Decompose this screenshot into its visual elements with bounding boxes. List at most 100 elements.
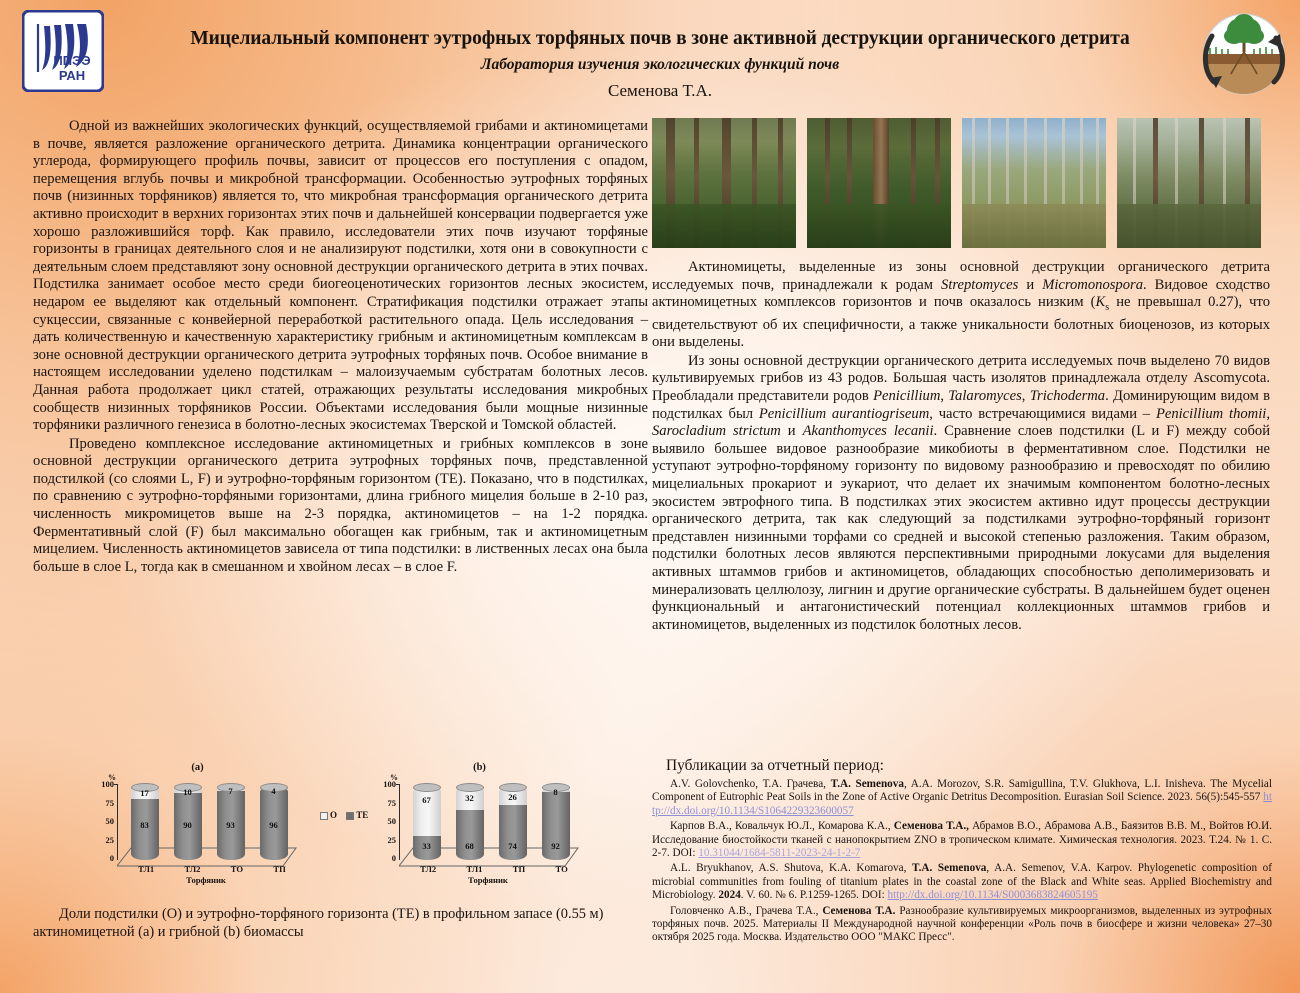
chart-caption: Доли подстилки (О) и эутрофно-торфяного …: [33, 906, 604, 940]
publication-item: A.V. Golovchenko, Т.А. Грачева, T.A. Sem…: [652, 778, 1272, 818]
ks-subscript: s: [1105, 302, 1110, 314]
rp1d: не превышал 0.27), что свидетельствуют о…: [652, 294, 1271, 351]
chart-a-value-te-2: 93: [226, 820, 235, 831]
chart-a-ytick-0: 0: [109, 853, 114, 863]
logo-left-line2: РАН: [59, 68, 85, 83]
chart-a-ytick-25: 25: [105, 834, 115, 845]
chart-b-value-te-3: 92: [551, 840, 560, 851]
pub3-author-bold: Семенова Т.А.: [822, 904, 896, 917]
chart-a-bars: 17 83 10 90 7 93: [123, 783, 295, 860]
species-sarocladium-strictum: Sarocladium strictum: [652, 423, 781, 440]
ipee-ran-logo: ИПЭЭ РАН: [21, 9, 105, 93]
chart-a-value-te-0: 83: [140, 820, 149, 831]
pub2-b: , A.A. Semenov, V.A. Karpov. Phylogeneti…: [652, 862, 1272, 902]
bar-group: 7 93: [216, 783, 245, 860]
legend-swatch-te: [346, 811, 355, 820]
pub3-b: Разнообразие культивируемых микроорганиз…: [652, 904, 1272, 944]
chart-legend: O TE: [320, 810, 368, 820]
pub2-author-bold: T.A. Semenova: [912, 862, 987, 875]
chart-b-cat-0: ТЛ2: [420, 864, 437, 874]
genus-penicillium: Penicillium: [873, 388, 941, 405]
actinomycetes-paragraph: Актиномицеты, выделенные из зоны основно…: [652, 259, 1270, 352]
rp1b: и: [1018, 276, 1043, 293]
intro-paragraph: Одной из важнейших экологических функций…: [33, 118, 648, 434]
forest-photo-3: [962, 118, 1106, 248]
forest-photo-4: [1117, 118, 1261, 248]
chart-a-value-o-1: 10: [183, 787, 192, 797]
pub2-doi-link[interactable]: http://dx.doi.org/10.1134/S0003683824605…: [887, 889, 1098, 902]
publications-heading: Публикации за отчетный период:: [666, 757, 884, 774]
left-column: Одной из важнейших экологических функций…: [33, 118, 648, 576]
legend-swatch-o: [320, 811, 328, 820]
chart-b-floor: [399, 846, 579, 868]
chart-a-value-o-2: 7: [228, 786, 233, 796]
pub2-a: A.L. Bryukhanov, A.S. Shutova, K.A. Koma…: [670, 862, 912, 875]
chart-b-ytick-75: 75: [387, 797, 397, 808]
chart-b-xlabel: Торфяник: [468, 875, 508, 885]
title-block: Мицелиальный компонент эутрофных торфяны…: [130, 28, 1190, 101]
chart-a-xlabels: ТЛ1 ТЛ2 ТО ТП: [123, 864, 301, 874]
photo-strip: [652, 118, 1270, 248]
pub0-doi-link[interactable]: http://dx.doi.org/10.1134/S1064229323600…: [652, 791, 1272, 817]
publication-item: Головченко А.В., Грачева Т.А., Семенова …: [652, 905, 1272, 945]
chart-a-title: (a): [191, 762, 204, 773]
rp1a: Актиномицеты, выделенные из зоны основно…: [652, 259, 1270, 293]
chart-b-value-te-2: 74: [508, 840, 517, 851]
chart-a-value-o-3: 4: [271, 786, 276, 796]
genus-trichoderma: Trichoderma: [1029, 388, 1106, 405]
ks-symbol: K: [1095, 294, 1106, 311]
rp1c: . Видовое сходство актиномицетных компле…: [652, 276, 1270, 311]
genus-talaromyces: Talaromyces: [948, 388, 1022, 405]
chart-b-ytick-100: 100: [383, 779, 396, 789]
bar-group: 32 68: [455, 783, 484, 860]
pub0-a: A.V. Golovchenko, Т.А. Грачева,: [670, 778, 831, 790]
bar-group: 17 83: [130, 783, 159, 860]
chart-a-axis-line: [112, 784, 119, 860]
methods-paragraph: Проведено комплексное исследование актин…: [33, 435, 648, 575]
rp2c: , часто встречающимися видами –: [929, 405, 1156, 422]
forest-photo-1: [652, 118, 796, 248]
chart-b-title: (b): [473, 762, 486, 773]
laboratory-subtitle: Лаборатория изучения экологических функц…: [480, 56, 840, 74]
chart-b-value-o-0: 67: [422, 794, 431, 805]
chart-a-value-te-1: 90: [183, 820, 192, 831]
chart-b: (b) % 100 75 50 25 0 67 33: [372, 762, 587, 885]
chart-b-ytick-50: 50: [387, 816, 397, 826]
chart-a-ylabel: %: [108, 773, 116, 782]
publications-section: Публикации за отчетный период: A.V. Golo…: [652, 757, 1272, 947]
chart-b-value-te-1: 68: [465, 840, 474, 851]
bar-group: 8 92: [541, 783, 570, 860]
species-penicillium-thomii: Penicillium thomii: [1155, 405, 1267, 422]
genus-streptomyces: Streptomyces: [941, 276, 1019, 293]
charts-area: (a) % 100 75 50 25 0 17 83: [90, 762, 650, 892]
soil-carbon-cycle-logo: [1198, 8, 1290, 100]
chart-a-cat-1: ТЛ2: [184, 864, 201, 874]
chart-a-cat-3: ТП: [273, 864, 286, 874]
logo-left-line1: ИПЭЭ: [53, 53, 90, 68]
legend-label-te: TE: [356, 810, 369, 820]
chart-a-value-o-0: 17: [140, 788, 149, 798]
chart-b-cat-3: ТО: [555, 864, 568, 874]
chart-b-cat-1: ТЛ1: [466, 864, 483, 874]
chart-b-value-o-2: 26: [508, 791, 517, 802]
chart-a-cat-2: ТО: [230, 864, 244, 874]
chart-b-value-o-3: 8: [553, 787, 558, 797]
legend-label-o: O: [330, 810, 338, 820]
bar-group: 67 33: [412, 783, 441, 860]
fungi-paragraph: Из зоны основной деструкции органическог…: [652, 352, 1271, 633]
chart-a-cat-0: ТЛ1: [138, 864, 155, 874]
pub0-b: , A.A. Morozov, S.R. Samigullina, T.V. G…: [652, 778, 1272, 804]
chart-b-ytick-25: 25: [387, 834, 397, 845]
poster-header: ИПЭЭ РАН: [0, 0, 1300, 112]
chart-b-value-te-0: 33: [422, 840, 431, 851]
bar-group: 10 90: [173, 783, 202, 860]
publication-item: Карпов В.А., Ковальчук Ю.Л., Комарова К.…: [652, 820, 1272, 860]
bar-group: 26 74: [498, 783, 527, 860]
species-penicillium-aurantiogriseum: Penicillium aurantiogriseum: [758, 405, 930, 422]
pub1-doi-link[interactable]: 10.31044/1684-5811-2023-24-1-2-7: [698, 847, 861, 860]
page-title: Мицелиальный компонент эутрофных торфяны…: [190, 28, 1130, 49]
pub3-a: Головченко А.В., Грачева Т.А.,: [670, 904, 823, 917]
chart-b-axis-line: [394, 784, 401, 860]
chart-b-cat-2: ТП: [512, 864, 526, 874]
chart-b-bars: 67 33 32 68 26 74: [405, 783, 577, 860]
